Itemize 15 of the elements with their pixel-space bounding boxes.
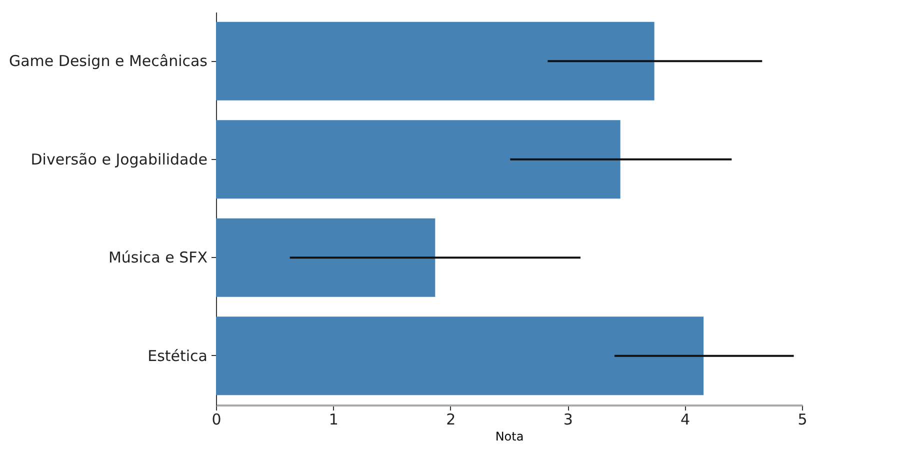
x-tick-label: 5 <box>798 410 808 428</box>
x-tick-label: 4 <box>680 410 690 428</box>
bar <box>216 316 704 396</box>
x-tick-label: 3 <box>563 410 573 428</box>
bar <box>216 218 436 297</box>
bar <box>216 22 654 100</box>
y-tick-label: Música e SFX <box>108 248 208 267</box>
x-tick-label: 0 <box>212 410 222 428</box>
bar <box>216 120 620 199</box>
x-tick-label: 1 <box>328 410 338 428</box>
y-tick-label: Estética <box>148 346 208 365</box>
y-tick-label: Diversão e Jogabilidade <box>30 150 208 168</box>
x-axis-title: Nota <box>495 430 524 444</box>
y-tick-label: Game Design e Mecânicas <box>8 52 208 70</box>
x-tick-label: 2 <box>446 410 456 428</box>
